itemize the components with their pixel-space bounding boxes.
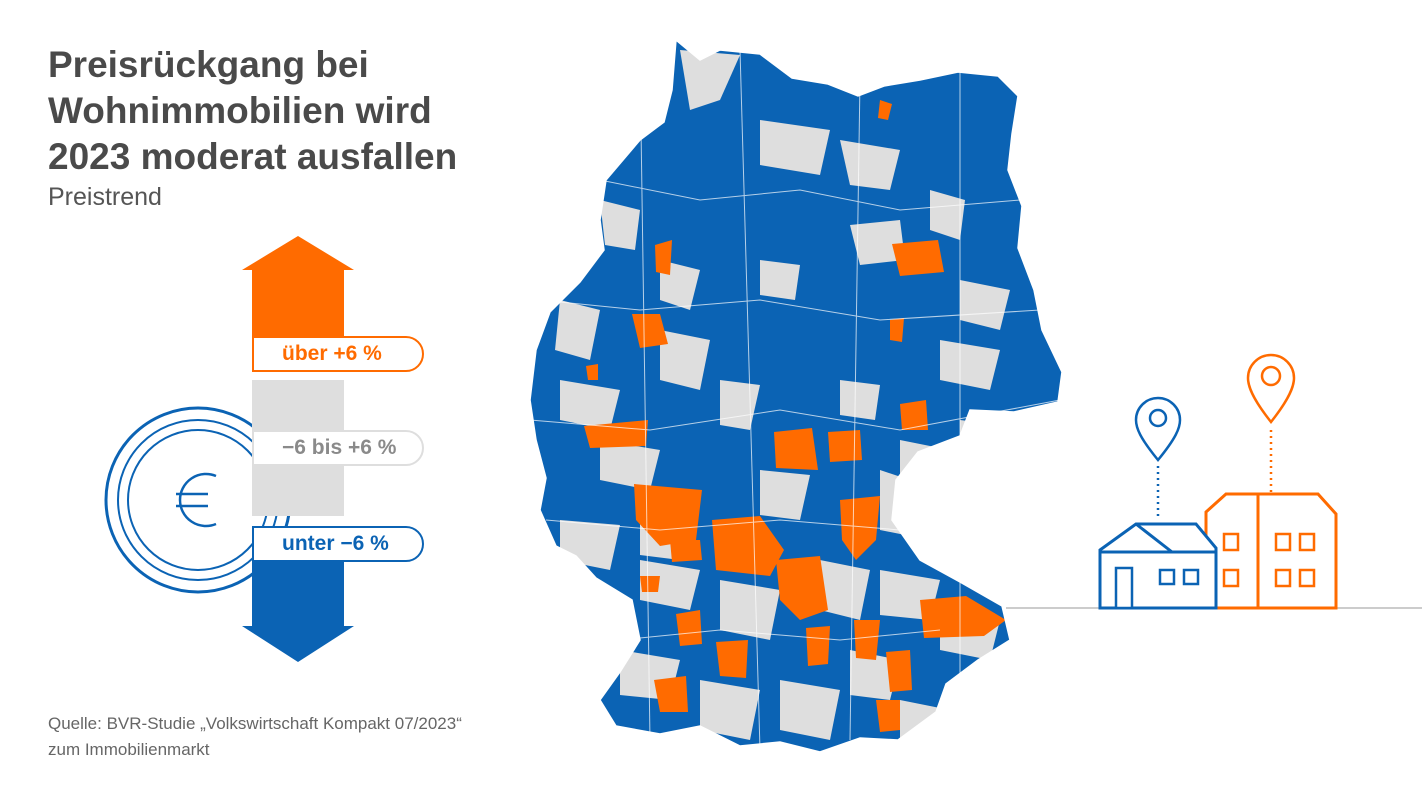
legend-label-up: über +6 % — [252, 336, 424, 372]
district-borders — [530, 49, 1061, 751]
source-note: Quelle: BVR-Studie „Volkswirtschaft Komp… — [48, 711, 462, 763]
up-arrow-icon — [242, 236, 354, 336]
legend-label-down: unter −6 % — [252, 526, 424, 562]
house-icon — [1098, 522, 1218, 610]
source-line-1: Quelle: BVR-Studie „Volkswirtschaft Komp… — [48, 714, 462, 733]
source-line-2: zum Immobilienmarkt — [48, 740, 210, 759]
title-line-1: Preisrückgang bei — [48, 44, 369, 85]
page-title: Preisrückgang bei Wohnimmobilien wird 20… — [48, 42, 488, 180]
location-pin-icon — [1134, 396, 1182, 516]
down-arrow-icon — [242, 560, 354, 662]
title-line-2: Wohnimmobilien wird — [48, 90, 432, 131]
subtitle: Preistrend — [48, 183, 162, 211]
title-line-3: 2023 moderat ausfallen — [48, 136, 458, 177]
legend-label-stable: −6 bis +6 % — [252, 430, 424, 466]
location-pin-icon — [1246, 353, 1296, 492]
germany-outline — [529, 38, 1063, 753]
apartment-building-icon — [1204, 492, 1338, 610]
map-regions-up — [584, 100, 1006, 732]
